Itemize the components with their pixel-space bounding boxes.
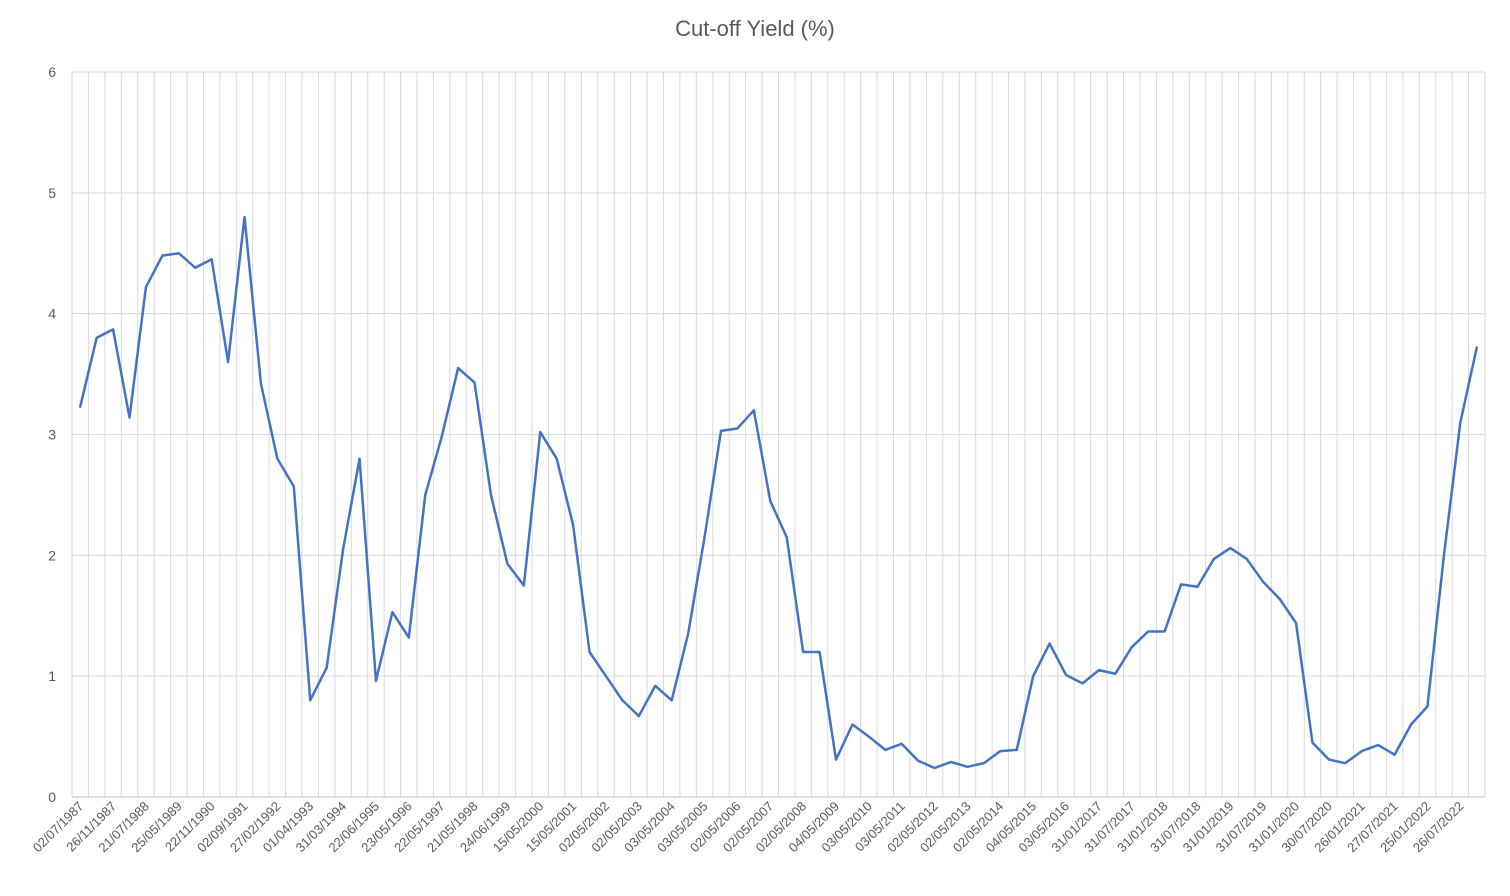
series-line-cut-off-yield (78, 215, 1479, 770)
y-tick-label: 6 (48, 64, 56, 80)
y-tick-label: 0 (48, 789, 56, 805)
series-layer (78, 215, 1479, 770)
chart-title: Cut-off Yield (%) (675, 16, 835, 41)
y-tick-label: 2 (48, 547, 56, 563)
grid (71, 71, 1486, 798)
y-tick-label: 3 (48, 427, 56, 443)
y-tick-label: 1 (48, 668, 56, 684)
y-tick-label: 5 (48, 185, 56, 201)
y-axis-ticks: 0 1 2 3 4 5 6 (48, 64, 56, 805)
y-tick-label: 4 (48, 306, 56, 322)
x-axis-ticks: 02/07/198726/11/198721/07/198825/05/1989… (30, 799, 1467, 856)
